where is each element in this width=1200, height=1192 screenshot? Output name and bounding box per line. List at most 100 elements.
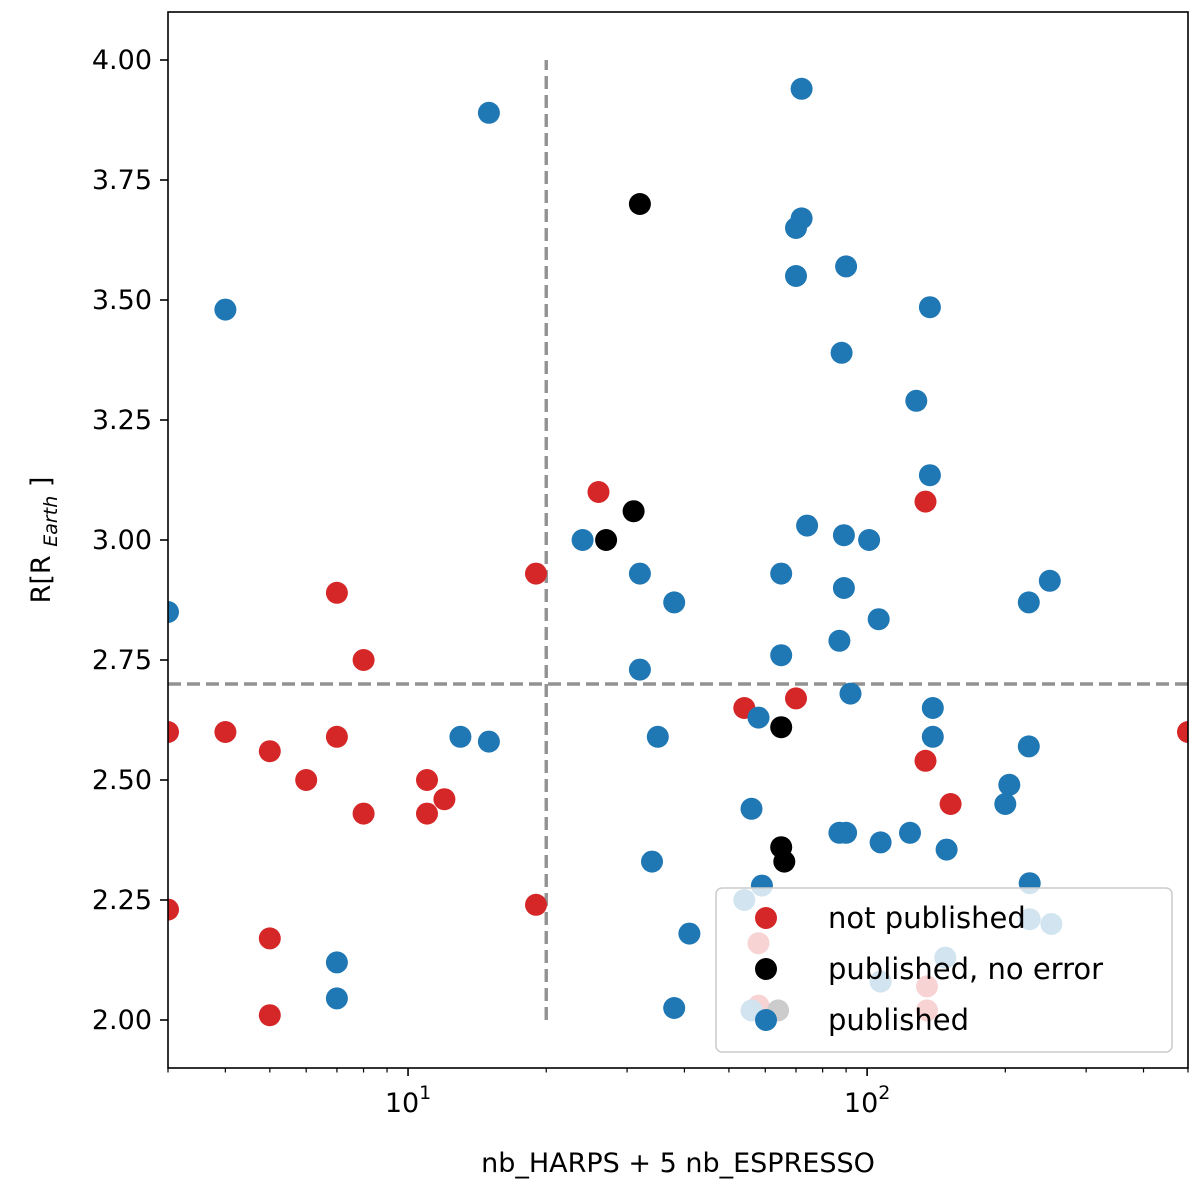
y-axis-label-close: ]	[26, 477, 57, 488]
point-published-1	[790, 77, 813, 100]
point-published-35	[994, 793, 1017, 815]
y-tick-label: 4.00	[92, 45, 152, 76]
y-axis-label-main: R[R	[26, 555, 57, 603]
point-not-published-20	[914, 749, 937, 772]
point-published-31	[646, 725, 669, 748]
x-tick-label: 101	[385, 1082, 431, 1119]
y-tick-label: 3.00	[92, 525, 152, 556]
point-published-40	[899, 821, 921, 844]
point-published-21	[1038, 569, 1061, 592]
point-published-0	[477, 101, 500, 124]
point-published-7	[918, 296, 941, 319]
point-published-41	[935, 838, 958, 861]
point-not-published-8	[325, 725, 348, 748]
y-axis-label-subscript: Earth	[40, 496, 62, 547]
point-not-published-18	[785, 687, 807, 710]
point-not-published-1	[168, 898, 179, 921]
y-tick-label: 2.25	[92, 885, 152, 916]
point-published-9	[905, 389, 928, 412]
point-not-published-11	[416, 769, 438, 791]
legend-label: not published	[828, 901, 1026, 935]
legend: not published published, no error publishe…	[715, 887, 1173, 1053]
point-not-published-9	[352, 649, 375, 671]
point-published-8	[830, 341, 853, 364]
legend-label: published, no error	[828, 952, 1103, 986]
y-tick-label: 2.00	[92, 1005, 152, 1036]
point-published-39	[869, 831, 892, 854]
point-not-published-13	[433, 788, 456, 811]
point-not-published-12	[416, 802, 438, 825]
point-not-published-15	[525, 893, 547, 916]
point-published-no-error-5	[773, 850, 796, 873]
point-not-published-4	[258, 927, 281, 950]
x-tick-label-base: 10	[385, 1088, 419, 1119]
point-published-10	[918, 464, 941, 487]
y-tick-label: 3.75	[92, 165, 152, 196]
point-published-36	[740, 797, 763, 820]
x-axis-label: nb_HARPS + 5 nb_ESPRESSO	[481, 1148, 875, 1179]
point-published-4	[785, 265, 807, 287]
point-published-30	[477, 730, 500, 753]
reference-lines	[168, 60, 1188, 1020]
point-published-17	[832, 577, 855, 599]
legend-marker	[755, 958, 777, 980]
x-tick-label-base: 10	[844, 1088, 878, 1119]
point-published-11	[796, 514, 819, 537]
point-published-18	[168, 601, 179, 623]
point-published-46	[325, 987, 348, 1010]
point-published-27	[921, 697, 944, 719]
point-published-3	[785, 217, 807, 239]
point-published-24	[628, 658, 651, 681]
point-published-16	[770, 562, 793, 585]
point-published-32	[921, 725, 944, 748]
point-published-13	[858, 529, 881, 551]
point-not-published-2	[214, 721, 237, 743]
point-published-20	[1017, 591, 1040, 614]
point-published-38	[835, 821, 858, 844]
point-published-23	[828, 629, 851, 652]
point-not-published-14	[525, 562, 547, 585]
legend-label: published	[828, 1003, 969, 1037]
point-not-published-10	[352, 802, 375, 825]
x-tick-label: 102	[844, 1082, 890, 1119]
point-published-12	[832, 524, 855, 547]
point-published-34	[998, 773, 1021, 796]
point-published-no-error-1	[622, 500, 645, 523]
y-tick-label: 2.50	[92, 765, 152, 796]
point-not-published-22	[1177, 721, 1188, 743]
y-tick-label: 2.75	[92, 645, 152, 676]
point-published-22	[867, 608, 890, 631]
point-not-published-7	[325, 581, 348, 604]
point-published-48	[663, 997, 686, 1019]
point-not-published-6	[295, 769, 318, 791]
point-not-published-0	[168, 721, 179, 743]
point-published-15	[628, 562, 651, 585]
point-published-29	[449, 725, 472, 748]
point-published-no-error-0	[628, 193, 651, 215]
point-published-no-error-2	[595, 529, 618, 551]
point-not-published-3	[258, 740, 281, 763]
x-tick-label-exponent: 1	[419, 1082, 431, 1104]
point-published-no-error-3	[770, 716, 793, 739]
legend-marker	[755, 907, 777, 929]
point-published-5	[835, 255, 858, 278]
point-not-published-5	[258, 1004, 281, 1027]
y-axis-label: R[R Earth ]	[26, 477, 64, 604]
legend-box	[715, 887, 1173, 1053]
point-not-published-16	[587, 481, 610, 503]
legend-marker	[755, 1009, 777, 1031]
point-published-42	[641, 850, 663, 873]
y-tick-label: 3.50	[92, 285, 152, 316]
point-published-26	[839, 682, 862, 705]
point-published-45	[325, 951, 348, 974]
point-published-6	[214, 298, 237, 321]
point-not-published-19	[914, 490, 937, 513]
point-published-19	[663, 591, 686, 614]
point-published-33	[1017, 735, 1040, 758]
point-published-28	[747, 706, 770, 729]
point-published-47	[678, 922, 701, 945]
point-published-14	[571, 529, 594, 551]
